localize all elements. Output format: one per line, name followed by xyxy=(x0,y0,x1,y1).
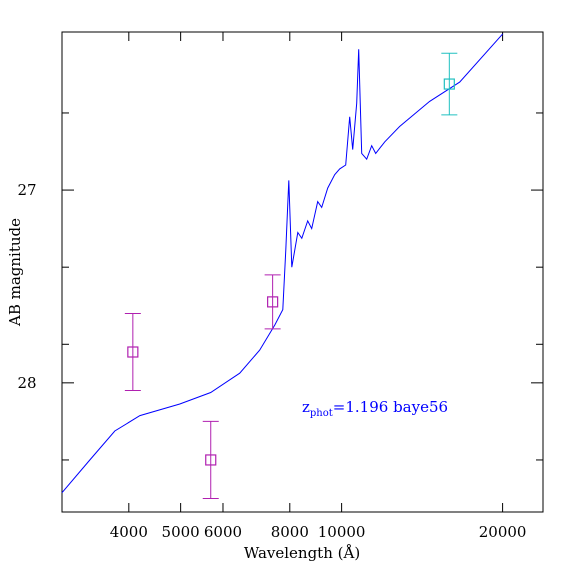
x-tick-label: 5000 xyxy=(162,523,200,541)
data-point xyxy=(205,454,217,466)
annotation: zphot=1.196 baye56 xyxy=(302,398,448,419)
x-tick-label: 4000 xyxy=(110,523,148,541)
annotation-rest: =1.196 baye56 xyxy=(333,398,448,416)
data-point xyxy=(443,78,455,90)
data-point xyxy=(267,296,279,308)
x-tick-label: 8000 xyxy=(271,523,309,541)
x-axis-label: Wavelength (Å) xyxy=(244,544,360,562)
y-tick-label: 27 xyxy=(17,181,36,199)
y-axis-label: AB magnitude xyxy=(6,218,24,327)
annotation-main: z xyxy=(302,398,310,416)
sed-line xyxy=(61,33,504,494)
data-point xyxy=(127,346,139,358)
x-tick-label: 6000 xyxy=(204,523,242,541)
annotation-sub: phot xyxy=(310,408,333,419)
x-tick-label: 10000 xyxy=(318,523,366,541)
y-tick-label: 28 xyxy=(17,374,36,392)
plot-frame xyxy=(61,31,544,513)
x-tick-label: 20000 xyxy=(479,523,527,541)
